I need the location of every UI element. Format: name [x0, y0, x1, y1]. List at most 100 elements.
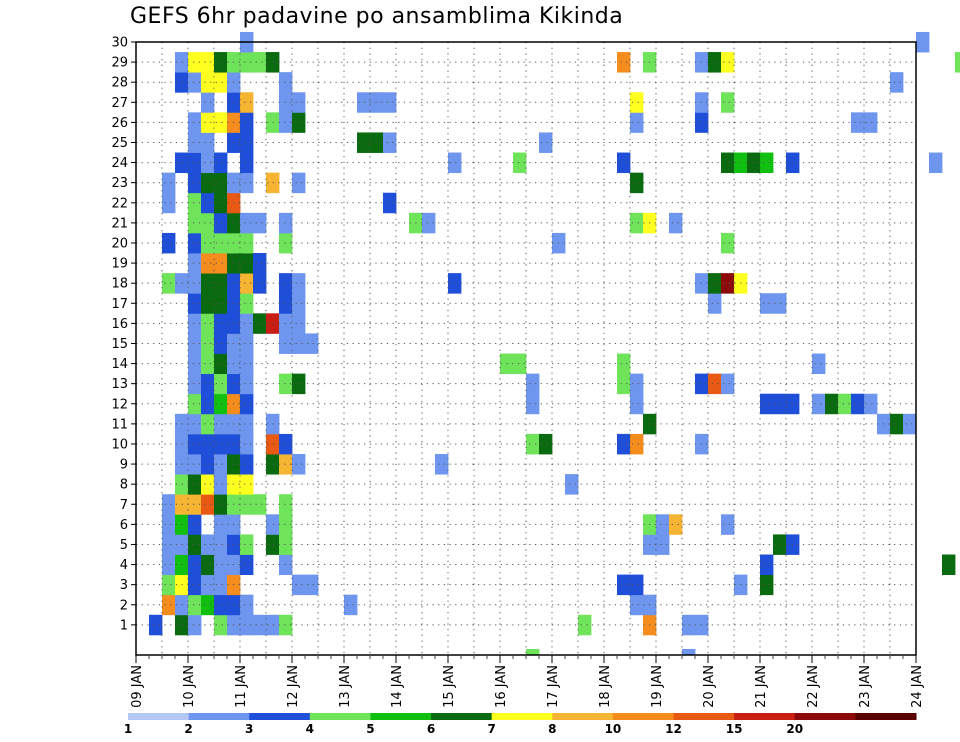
- heatmap-cell: [240, 373, 254, 395]
- heatmap-cell: [695, 433, 709, 455]
- heatmap-cell: [214, 253, 228, 274]
- heatmap-cell: [240, 253, 254, 274]
- heatmap-cell: [656, 534, 670, 555]
- heatmap-cell: [201, 52, 215, 73]
- y-tick-label: 28: [111, 76, 128, 91]
- heatmap-cell: [266, 454, 280, 475]
- heatmap-cell: [305, 574, 319, 596]
- heatmap-cell: [292, 172, 306, 194]
- heatmap-cell: [240, 353, 254, 375]
- y-tick-label: 12: [111, 397, 128, 412]
- heatmap-cell: [201, 132, 215, 153]
- heatmap-cell: [240, 293, 254, 314]
- heatmap-cell: [630, 172, 644, 194]
- heatmap-cell: [162, 273, 176, 294]
- heatmap-cell: [214, 373, 228, 395]
- heatmap-cell: [539, 433, 553, 455]
- colorbar-swatch: [249, 713, 311, 720]
- heatmap-cell: [279, 72, 293, 93]
- heatmap-cell: [214, 474, 228, 495]
- heatmap-cell: [162, 514, 176, 535]
- chart-title: GEFS 6hr padavine po ansamblima Kikinda: [130, 4, 624, 29]
- heatmap-cell: [188, 534, 202, 555]
- heatmap-cell: [188, 494, 202, 515]
- y-tick-label: 18: [111, 277, 128, 292]
- heatmap-cell: [214, 514, 228, 535]
- y-axis: 1234567891011121314151617181920212223242…: [111, 36, 136, 633]
- x-tick-label: 15 JAN: [442, 665, 457, 708]
- heatmap-cell: [162, 172, 176, 194]
- heatmap-cell: [201, 393, 215, 415]
- heatmap-cell: [188, 72, 202, 93]
- heatmap-cell: [903, 413, 917, 435]
- heatmap-cell: [240, 474, 254, 495]
- y-tick-label: 1: [120, 618, 128, 633]
- heatmap-cell: [721, 273, 735, 294]
- heatmap-cell: [188, 313, 202, 334]
- heatmap-cell: [539, 132, 553, 153]
- heatmap-cell: [253, 52, 267, 73]
- heatmap-cell: [240, 172, 254, 194]
- x-tick-label: 16 JAN: [494, 665, 509, 708]
- heatmap-cell: [188, 454, 202, 475]
- heatmap-cell: [253, 614, 267, 636]
- heatmap-cell: [279, 614, 293, 636]
- heatmap-cell: [942, 554, 956, 576]
- heatmap-cell: [695, 112, 709, 133]
- heatmap-cell: [240, 534, 254, 555]
- heatmap-cell: [201, 474, 215, 495]
- colorbar-label: 3: [245, 722, 253, 736]
- y-tick-label: 3: [120, 578, 128, 593]
- heatmap-cell: [279, 112, 293, 133]
- heatmap-cell: [240, 454, 254, 475]
- y-tick-label: 16: [111, 317, 128, 332]
- heatmap-cell: [383, 92, 397, 113]
- colorbar-swatch: [431, 713, 493, 720]
- y-tick-label: 23: [111, 176, 128, 191]
- heatmap-cell: [188, 433, 202, 455]
- colorbar-swatch: [370, 713, 432, 720]
- heatmap-cell: [279, 514, 293, 535]
- heatmap-cell: [578, 614, 592, 636]
- heatmap-cell: [448, 152, 462, 174]
- heatmap-cell: [383, 132, 397, 153]
- heatmap-cell: [890, 72, 904, 93]
- heatmap-cell: [916, 31, 930, 53]
- x-tick-label: 19 JAN: [650, 665, 665, 708]
- heatmap-cell: [292, 373, 306, 395]
- heatmap-cell: [188, 132, 202, 153]
- heatmap-cell: [240, 92, 254, 113]
- heatmap-cell: [682, 614, 696, 636]
- y-tick-label: 24: [111, 156, 128, 171]
- colorbar-swatch: [128, 713, 190, 720]
- colorbar-swatch: [612, 713, 675, 720]
- heatmap-cell: [162, 494, 176, 515]
- heatmap-cell: [214, 152, 228, 174]
- heatmap-cell: [435, 454, 449, 475]
- heatmap-cell: [695, 614, 709, 636]
- heatmap-cell: [721, 152, 735, 174]
- heatmap-cell: [747, 152, 761, 174]
- y-tick-label: 25: [111, 136, 128, 151]
- y-tick-label: 10: [111, 437, 128, 452]
- heatmap-cell: [760, 574, 774, 596]
- heatmap-cell: [851, 393, 865, 415]
- heatmap-cell: [201, 232, 215, 254]
- heatmap-cell: [812, 393, 826, 415]
- heatmap-cell: [630, 212, 644, 234]
- heatmap-cell: [214, 494, 228, 515]
- heatmap-cell: [708, 373, 722, 395]
- heatmap-cell: [240, 152, 254, 174]
- heatmap-cell: [188, 353, 202, 375]
- y-tick-label: 14: [111, 357, 128, 372]
- heatmap-cell: [760, 393, 774, 415]
- heatmap-cell: [214, 413, 228, 435]
- heatmap-cell: [656, 514, 670, 535]
- heatmap-cell: [526, 649, 540, 656]
- heatmap-cell: [240, 132, 254, 153]
- x-axis: 09 JAN 10 JAN 11 JAN 12 JAN 13 JAN 14 JAN 15 J…: [130, 655, 925, 708]
- heatmap-cell: [721, 514, 735, 535]
- y-tick-label: 17: [111, 297, 128, 312]
- colorbar-label: 6: [427, 722, 435, 736]
- heatmap-cell: [201, 454, 215, 475]
